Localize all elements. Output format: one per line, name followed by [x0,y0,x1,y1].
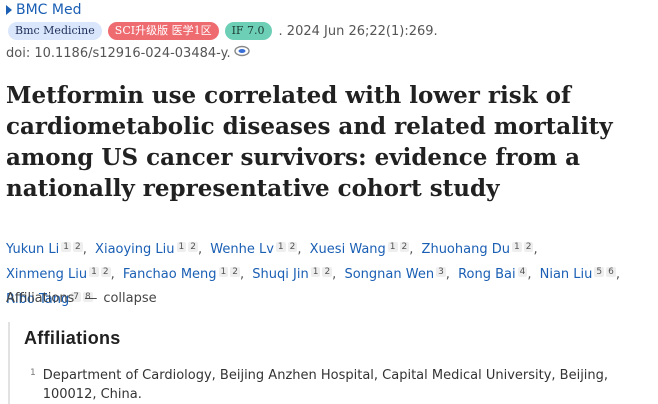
author-item: Nian Liu 5 6, [540,267,624,282]
affiliation-ref[interactable]: 1 [89,267,99,277]
affiliation-text: Department of Cardiology, Beijing Anzhen… [42,368,609,402]
affiliation-ref[interactable]: 2 [230,267,240,277]
author-name[interactable]: Yukun Li [6,242,60,257]
affiliation-ref[interactable]: 4 [517,267,528,277]
author-separator: , [533,242,538,257]
author-item: Wenhe Lv 1 2, [210,242,305,257]
author-separator: , [82,242,87,257]
author-name[interactable]: Zhuohang Du [421,242,510,257]
author-name[interactable]: Songnan Wen [344,267,435,282]
affiliation-ref[interactable]: 2 [188,242,198,252]
author-separator: , [240,267,245,282]
impact-factor-badge[interactable]: IF 7.0 [224,22,272,40]
author-item: Shuqi Jin 1 2, [252,267,340,282]
author-separator: , [297,242,302,257]
affiliation-ref[interactable]: 2 [73,242,83,252]
affiliation-ref[interactable]: 7 [71,292,81,302]
affiliation-ref[interactable]: 2 [100,267,111,277]
affiliation-ref[interactable]: 1 [61,242,72,252]
author-item: Yukun Li 1 2, [6,242,91,257]
author-item: Xuesi Wang 1 2, [310,242,418,257]
meta-row: Bmc Medicine SCI升级版 医学1区 IF 7.0 . 2024 J… [8,22,438,40]
author-separator: , [197,242,203,257]
affiliation-ref[interactable]: 2 [523,242,534,252]
affiliation-item: 1 Department of Cardiology, Beijing Anzh… [30,366,650,404]
author-item: Xinmeng Liu 1 2, [6,267,119,282]
author-item: Fanchao Meng 1 2, [123,267,248,282]
affiliation-ref[interactable]: 2 [287,242,298,252]
affiliation-ref[interactable]: 1 [176,242,187,252]
doi-row: doi: 10.1186/s12916-024-03484-y. [6,45,250,61]
author-name[interactable]: Nian Liu [539,267,593,282]
author-item: Xiaoying Liu 1 2, [95,242,206,257]
affiliation-ref[interactable]: 1 [511,242,522,252]
author-separator: , [332,267,337,282]
author-item: Ribo Tang 7 8 [6,292,93,307]
doi-text[interactable]: doi: 10.1186/s12916-024-03484-y. [6,46,231,61]
article-title: Metformin use correlated with lower risk… [6,82,613,202]
copy-link-icon[interactable] [233,45,250,57]
author-name[interactable]: Fanchao Meng [122,267,217,282]
citation-info: . 2024 Jun 26;22(1):269. [278,23,438,39]
author-name[interactable]: Xinmeng Liu [6,267,88,282]
collapse-link[interactable]: collapse [103,291,157,306]
author-separator: , [110,267,115,282]
author-list: Yukun Li 1 2, Xiaoying Liu 1 2, Wenhe Lv 1 2, … [6,236,658,311]
author-item: Zhuohang Du 1 2, [422,242,542,257]
author-separator: , [409,242,414,257]
journal-badge[interactable]: Bmc Medicine [8,22,102,40]
affiliations-toggle[interactable]: Affiliations — collapse [6,291,157,306]
author-name[interactable]: Wenhe Lv [210,242,274,257]
affiliations-heading: Affiliations [24,328,121,348]
author-separator: , [527,267,532,282]
author-name[interactable]: Rong Bai [458,267,516,282]
author-item: Rong Bai 4, [458,267,535,282]
journal-name[interactable]: BMC Med [16,2,82,18]
affiliation-ref[interactable]: 2 [322,267,333,277]
affiliation-ref[interactable]: 5 [594,267,605,277]
ranking-badge[interactable]: SCI升级版 医学1区 [107,22,219,40]
chevron-right-icon [6,5,12,15]
affiliation-ref[interactable]: 1 [387,242,398,252]
affiliations-panel: Affiliations 1 Department of Cardiology,… [8,322,658,404]
author-item: Songnan Wen 3, [344,267,453,282]
affiliation-ref[interactable]: 2 [399,242,410,252]
affiliation-ref[interactable]: 1 [218,267,229,277]
affiliation-ref[interactable]: 3 [436,267,446,277]
affiliation-ref[interactable]: 6 [606,267,616,277]
author-separator: , [615,267,621,282]
author-name[interactable]: Shuqi Jin [252,267,309,282]
author-name[interactable]: Xiaoying Liu [95,242,175,257]
affiliations-toggle-label: Affiliations [6,291,75,306]
affiliation-ref[interactable]: 1 [310,267,321,277]
affiliation-ref[interactable]: 1 [275,242,286,252]
dash-icon: — [84,291,98,306]
author-separator: , [445,267,450,282]
author-name[interactable]: Ribo Tang [6,292,70,307]
affiliation-number: 1 [30,368,36,378]
journal-link[interactable]: BMC Med [6,2,82,18]
affiliation-ref[interactable]: 8 [82,292,93,302]
author-name[interactable]: Xuesi Wang [309,242,386,257]
